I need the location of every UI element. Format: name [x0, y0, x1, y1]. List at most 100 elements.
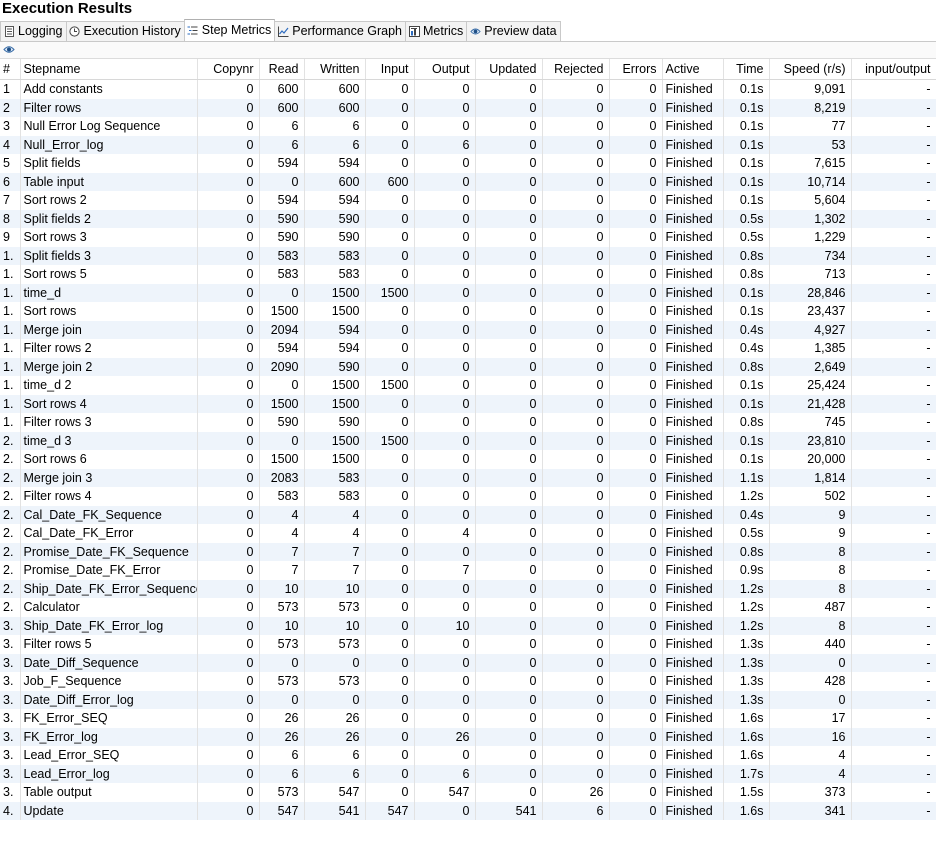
cell-errors: 0: [609, 801, 663, 820]
column-header-time[interactable]: Time: [723, 59, 770, 80]
column-header-speed-r-s[interactable]: Speed (r/s): [769, 59, 852, 80]
table-row[interactable]: 4 Null_Error_log 0 6 6 0 6 0 0 0 Finished 0.1s 53-: [0, 135, 936, 154]
cell-active: Finished: [662, 320, 724, 339]
tab-logging[interactable]: Logging: [0, 21, 67, 41]
cell-active: Finished: [662, 635, 724, 654]
tab-preview-data[interactable]: Preview data: [466, 21, 561, 41]
cell-speed-r-s: 0: [769, 653, 852, 672]
eye-icon[interactable]: [3, 44, 15, 55]
cell-speed-r-s: 734: [769, 246, 852, 265]
cell-: 2.: [0, 505, 21, 524]
column-header-written[interactable]: Written: [304, 59, 366, 80]
table-row[interactable]: 1. Filter rows 3 0 590 590 0 0 0 0 0 Finished 0.8s 7…: [0, 413, 936, 432]
table-row[interactable]: 3. FK_Error_SEQ 0 26 26 0 0 0 0 0 Finished 1.6s 17-: [0, 709, 936, 728]
table-row[interactable]: 3. Ship_Date_FK_Error_log 0 10 10 0 10 0 0 0 Finis…: [0, 616, 936, 635]
cell-updated: 0: [475, 283, 543, 302]
table-row[interactable]: 3. Lead_Error_SEQ 0 6 6 0 0 0 0 0 Finished 1.6s 4-: [0, 746, 936, 765]
column-header-input-output[interactable]: input/output: [851, 59, 936, 80]
table-row[interactable]: 1 Add constants 0 600 600 0 0 0 0 0 Finished 0.1s 9,…: [0, 79, 936, 99]
tab-step-metrics[interactable]: Step Metrics: [183, 19, 276, 41]
cell-rejected: 0: [542, 709, 610, 728]
cell-input-output: -: [851, 135, 936, 154]
cell-: 3.: [0, 672, 21, 691]
column-header-rejected[interactable]: Rejected: [542, 59, 610, 80]
table-row[interactable]: 3. Job_F_Sequence 0 573 573 0 0 0 0 0 Finished 1.3s…: [0, 672, 936, 691]
tab-execution-history[interactable]: Execution History: [65, 21, 185, 41]
table-row[interactable]: 2. time_d 3 0 0 1500 1500 0 0 0 0 Finished 0.1s 23,8…: [0, 431, 936, 450]
cell-output: 0: [414, 690, 476, 709]
column-header-[interactable]: #: [0, 59, 21, 80]
table-row[interactable]: 1. Sort rows 0 1500 1500 0 0 0 0 0 Finished 0.1s 23,…: [0, 302, 936, 321]
cell-read: 26: [259, 727, 305, 746]
table-row[interactable]: 3 Null Error Log Sequence 0 6 6 0 0 0 0 0 Finished…: [0, 117, 936, 136]
cell-active: Finished: [662, 801, 724, 820]
table-row[interactable]: 3. Filter rows 5 0 573 573 0 0 0 0 0 Finished 1.3s 4…: [0, 635, 936, 654]
table-row[interactable]: 7 Sort rows 2 0 594 594 0 0 0 0 0 Finished 0.1s 5,60…: [0, 191, 936, 210]
cell-active: Finished: [662, 135, 724, 154]
cell-stepname: Split fields 2: [20, 209, 198, 228]
tab-metrics[interactable]: Metrics: [405, 21, 468, 41]
table-row[interactable]: 2. Filter rows 4 0 583 583 0 0 0 0 0 Finished 1.2s 5…: [0, 487, 936, 506]
table-row[interactable]: 6 Table input 0 0 600 600 0 0 0 0 Finished 0.1s 10,7…: [0, 172, 936, 191]
column-header-read[interactable]: Read: [259, 59, 305, 80]
cell-rejected: 0: [542, 172, 610, 191]
cell-input-output: -: [851, 191, 936, 210]
table-row[interactable]: 2 Filter rows 0 600 600 0 0 0 0 0 Finished 0.1s 8,21…: [0, 98, 936, 117]
column-header-input[interactable]: Input: [365, 59, 415, 80]
cell-speed-r-s: 8: [769, 561, 852, 580]
table-row[interactable]: 4. Update 0 547 541 547 0 541 6 0 Finished 1.6s 341-: [0, 801, 936, 820]
table-row[interactable]: 2. Promise_Date_FK_Error 0 7 7 0 7 0 0 0 Finished 0…: [0, 561, 936, 580]
column-header-updated[interactable]: Updated: [475, 59, 543, 80]
table-row[interactable]: 2. Sort rows 6 0 1500 1500 0 0 0 0 0 Finished 0.1s 2…: [0, 450, 936, 469]
cell-read: 594: [259, 191, 305, 210]
table-row[interactable]: 2. Ship_Date_FK_Error_Sequence 0 10 10 0 0 0 0 0 F…: [0, 579, 936, 598]
table-row[interactable]: 1. Split fields 3 0 583 583 0 0 0 0 0 Finished 0.8s…: [0, 246, 936, 265]
cell-speed-r-s: 502: [769, 487, 852, 506]
cell-read: 0: [259, 172, 305, 191]
table-row[interactable]: 2. Promise_Date_FK_Sequence 0 7 7 0 0 0 0 0 Finish…: [0, 542, 936, 561]
table-row[interactable]: 3. Date_Diff_Error_log 0 0 0 0 0 0 0 0 Finished 1.3…: [0, 690, 936, 709]
table-row[interactable]: 2. Calculator 0 573 573 0 0 0 0 0 Finished 1.2s 487-: [0, 598, 936, 617]
table-row[interactable]: 2. Cal_Date_FK_Sequence 0 4 4 0 0 0 0 0 Finished 0.…: [0, 505, 936, 524]
cell-: 4.: [0, 801, 21, 820]
table-row[interactable]: 1. Sort rows 5 0 583 583 0 0 0 0 0 Finished 0.8s 713…: [0, 265, 936, 284]
cell-stepname: Null Error Log Sequence: [20, 117, 198, 136]
table-row[interactable]: 2. Cal_Date_FK_Error 0 4 4 0 4 0 0 0 Finished 0.5s 9…: [0, 524, 936, 543]
table-row[interactable]: 1. Merge join 2 0 2090 590 0 0 0 0 0 Finished 0.8s 2…: [0, 357, 936, 376]
history-icon: [69, 26, 81, 38]
table-row[interactable]: 3. Lead_Error_log 0 6 6 0 6 0 0 0 Finished 1.7s 4-: [0, 764, 936, 783]
cell-errors: 0: [609, 246, 663, 265]
column-header-output[interactable]: Output: [414, 59, 476, 80]
cell-rejected: 0: [542, 653, 610, 672]
table-row[interactable]: 1. time_d 2 0 0 1500 1500 0 0 0 0 Finished 0.1s 25,4…: [0, 376, 936, 395]
table-row[interactable]: 1. Filter rows 2 0 594 594 0 0 0 0 0 Finished 0.4s 1…: [0, 339, 936, 358]
table-row[interactable]: 3. Date_Diff_Sequence 0 0 0 0 0 0 0 0 Finished 1.3s…: [0, 653, 936, 672]
column-header-copynr[interactable]: Copynr: [197, 59, 260, 80]
table-row[interactable]: 3. Table output 0 573 547 0 547 0 26 0 Finished 1.5…: [0, 783, 936, 802]
column-header-stepname[interactable]: Stepname: [20, 59, 198, 80]
table-row[interactable]: 1. Merge join 0 2094 594 0 0 0 0 0 Finished 0.4s 4,9…: [0, 320, 936, 339]
table-row[interactable]: 9 Sort rows 3 0 590 590 0 0 0 0 0 Finished 0.5s 1,22…: [0, 228, 936, 247]
table-row[interactable]: 3. FK_Error_log 0 26 26 0 26 0 0 0 Finished 1.6s 16-: [0, 727, 936, 746]
cell-time: 0.1s: [723, 283, 770, 302]
cell-copynr: 0: [197, 98, 260, 117]
table-row[interactable]: 1. Sort rows 4 0 1500 1500 0 0 0 0 0 Finished 0.1s 2…: [0, 394, 936, 413]
cell-active: Finished: [662, 302, 724, 321]
table-row[interactable]: 8 Split fields 2 0 590 590 0 0 0 0 0 Finished 0.5s 1…: [0, 209, 936, 228]
table-row[interactable]: 2. Merge join 3 0 2083 583 0 0 0 0 0 Finished 1.1s 1…: [0, 468, 936, 487]
cell-copynr: 0: [197, 431, 260, 450]
column-header-active[interactable]: Active: [662, 59, 724, 80]
cell-output: 6: [414, 764, 476, 783]
cell-written: 583: [304, 246, 366, 265]
cell-stepname: Filter rows 5: [20, 635, 198, 654]
column-header-errors[interactable]: Errors: [609, 59, 663, 80]
table-row[interactable]: 5 Split fields 0 594 594 0 0 0 0 0 Finished 0.1s 7,6…: [0, 154, 936, 173]
cell-errors: 0: [609, 302, 663, 321]
cell-input-output: -: [851, 228, 936, 247]
cell-stepname: Sort rows: [20, 302, 198, 321]
cell-input-output: -: [851, 320, 936, 339]
cell-rejected: 0: [542, 394, 610, 413]
cell-updated: 0: [475, 394, 543, 413]
table-row[interactable]: 1. time_d 0 0 1500 1500 0 0 0 0 Finished 0.1s 28,846…: [0, 283, 936, 302]
tab-performance-graph[interactable]: Performance Graph: [274, 21, 407, 41]
